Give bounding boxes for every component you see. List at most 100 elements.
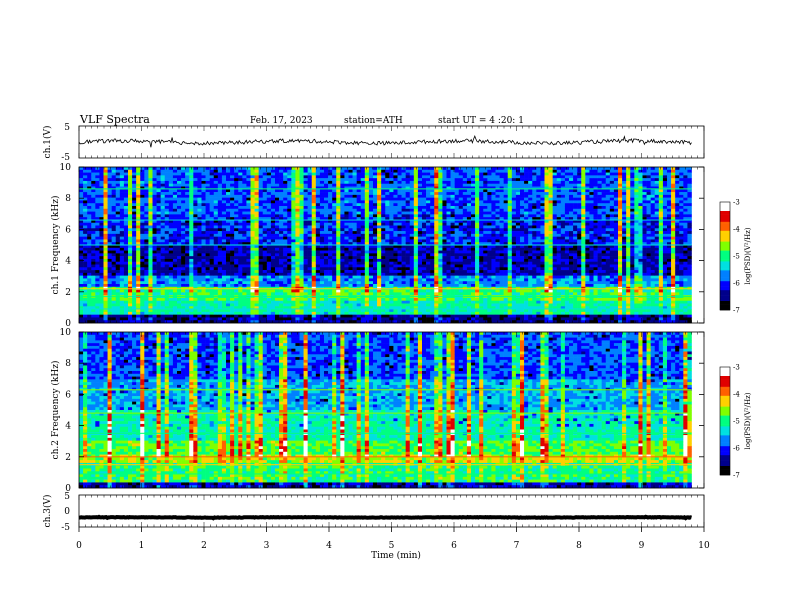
spectrogram-cell <box>168 219 174 224</box>
spectrogram-cell <box>87 217 92 221</box>
spectrogram-cell <box>336 167 341 171</box>
spectrogram-cell <box>364 236 370 240</box>
spectrogram-cell <box>344 239 349 243</box>
spectrogram-cell <box>340 300 345 304</box>
spectrogram-cell <box>177 284 182 288</box>
spectrogram-cell <box>111 206 117 210</box>
spectrogram-cell <box>136 194 141 198</box>
spectrogram-cell <box>234 261 239 265</box>
spectrogram-cell <box>275 236 280 240</box>
spectrogram-cell <box>193 317 198 321</box>
spectrogram-cell <box>99 297 104 302</box>
spectrogram-cell <box>266 169 272 173</box>
spectrogram-cell <box>189 242 194 246</box>
spectrogram-cell <box>434 222 439 226</box>
spectrogram-cell <box>111 178 117 182</box>
spectrogram-cell <box>295 203 300 207</box>
spectrogram-cell <box>328 231 333 235</box>
spectrogram-cell <box>242 267 247 271</box>
spectrogram-cell <box>340 250 345 254</box>
spectrogram-cell <box>344 217 349 221</box>
spectrogram-cell <box>409 200 415 204</box>
spectrogram-cell <box>360 261 366 265</box>
spectrogram-cell <box>373 197 378 201</box>
spectrogram-cell <box>152 292 157 296</box>
spectrogram-cell <box>177 317 182 321</box>
spectrogram-cell <box>230 214 235 218</box>
spectrogram-cell <box>226 250 231 254</box>
spectrogram-cell <box>426 228 431 232</box>
spectrogram-cell <box>360 183 366 187</box>
spectrogram-cell <box>144 200 149 204</box>
spectrogram-cell <box>319 306 325 310</box>
spectrogram-cell <box>234 320 239 324</box>
spectrogram-cell <box>287 231 292 235</box>
spectrogram-cell <box>250 275 255 279</box>
spectrogram-cell <box>295 219 300 224</box>
spectrogram-cell <box>405 272 411 276</box>
spectrogram-cell <box>103 292 108 296</box>
spectrogram-cell <box>291 183 296 187</box>
spectrogram-cell <box>393 214 398 218</box>
spectrogram-cell <box>111 256 117 260</box>
spectrogram-cell <box>234 253 239 257</box>
spectrogram-cell <box>324 208 329 212</box>
spectrogram-cell <box>197 256 202 260</box>
spectrogram-cell <box>385 236 390 240</box>
spectrogram-cell <box>279 300 284 304</box>
spectrogram-cell <box>397 270 402 274</box>
spectrogram-cell <box>430 270 435 274</box>
spectrogram-cell <box>275 192 280 196</box>
spectrogram-cell <box>254 208 259 212</box>
spectrogram-cell <box>303 183 308 187</box>
spectrogram-cell <box>189 258 194 263</box>
spectrogram-cell <box>389 214 394 218</box>
spectrogram-cell <box>405 194 411 198</box>
spectrogram-cell <box>99 258 104 263</box>
spectrogram-cell <box>103 206 108 210</box>
spectrogram-cell <box>160 236 166 240</box>
spectrogram-cell <box>91 183 96 187</box>
spectrogram-cell <box>254 197 259 201</box>
spectrogram-cell <box>181 309 186 313</box>
spectrogram-cell <box>160 275 166 279</box>
spectrogram-cell <box>87 233 92 237</box>
spectrogram-cell <box>430 169 435 173</box>
spectrogram-cell <box>193 258 198 263</box>
spectrogram-cell <box>279 245 284 249</box>
spectrogram-cell <box>356 270 362 274</box>
spectrogram-cell <box>324 236 329 240</box>
spectrogram-cell <box>393 169 398 173</box>
spectrogram-cell <box>340 217 345 221</box>
spectrogram-cell <box>226 211 231 215</box>
spectrogram-cell <box>360 217 366 221</box>
spectrogram-cell <box>213 206 219 210</box>
spectrogram-cell <box>160 270 166 274</box>
spectrogram-cell <box>164 317 170 321</box>
spectrogram-cell <box>311 186 317 190</box>
spectrogram-cell <box>283 239 288 243</box>
spectrogram-cell <box>328 309 333 313</box>
spectrogram-cell <box>344 292 349 296</box>
spectrogram-cell <box>246 275 251 279</box>
spectrogram-cell <box>348 225 353 229</box>
spectrogram-cell <box>164 217 170 221</box>
spectrogram-cell <box>364 314 370 318</box>
spectrogram-cell <box>299 219 304 224</box>
spectrogram-cell <box>103 317 108 321</box>
spectrogram-cell <box>344 189 349 193</box>
spectrogram-cell <box>258 169 264 173</box>
spectrogram-cell <box>250 192 255 196</box>
spectrogram-cell <box>246 261 251 265</box>
spectrogram-cell <box>373 175 378 179</box>
spectrogram-cell <box>303 314 308 318</box>
spectrogram-cell <box>140 172 145 176</box>
spectrogram-cell <box>221 236 227 240</box>
spectrogram-cell <box>168 289 174 293</box>
spectrogram-cell <box>291 239 296 243</box>
spectrogram-cell <box>262 284 268 288</box>
spectrogram-cell <box>119 178 125 182</box>
spectrogram-cell <box>156 219 161 224</box>
spectrogram-cell <box>156 208 161 212</box>
spectrogram-cell <box>275 200 280 204</box>
